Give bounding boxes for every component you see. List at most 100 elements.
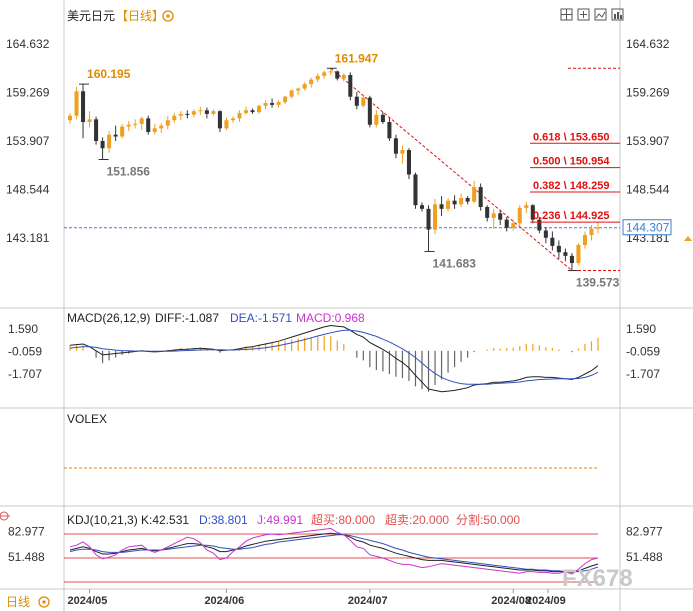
candle xyxy=(472,180,477,204)
candle xyxy=(172,112,177,123)
candle xyxy=(126,121,131,132)
candle xyxy=(452,195,457,209)
candle xyxy=(100,137,105,160)
macd-panel: 1.590 1.590 -0.059 -0.059 -1.707 -1.707 xyxy=(8,322,660,393)
footer-tab-label[interactable]: 日线 xyxy=(6,595,30,609)
candle xyxy=(296,87,301,95)
candle xyxy=(243,106,249,115)
candle xyxy=(328,68,333,76)
fib-label: 0.500 \ 150.954 xyxy=(533,156,610,168)
y-tick-left: 159.269 xyxy=(6,85,50,99)
gear-icon[interactable] xyxy=(162,10,174,22)
candle xyxy=(459,193,464,208)
symbol-title: 美元日元 xyxy=(67,9,115,23)
candle xyxy=(67,112,73,124)
candle xyxy=(191,109,196,118)
candle xyxy=(524,201,529,214)
candle xyxy=(283,95,288,104)
candle xyxy=(491,208,496,229)
candle xyxy=(159,122,164,133)
candle xyxy=(224,117,229,131)
candle xyxy=(354,92,359,110)
chart-icon[interactable] xyxy=(611,8,624,21)
macd-y-tick-right: -1.707 xyxy=(626,367,660,381)
macd-diff-label: DIFF:-1.087 xyxy=(155,311,219,325)
candle xyxy=(595,222,601,234)
candle xyxy=(94,116,99,145)
macd-title: MACD(26,12,9) xyxy=(67,311,150,325)
x-tick-label: 2024/06 xyxy=(204,595,244,607)
candle xyxy=(406,148,411,179)
candle xyxy=(107,131,112,153)
candle xyxy=(113,125,118,142)
extreme-label: 161.947 xyxy=(335,51,379,65)
extreme-label: 139.573 xyxy=(576,276,620,290)
kdj-k-line xyxy=(69,532,599,573)
macd-y-tick-right: -0.059 xyxy=(626,345,660,359)
candle xyxy=(230,116,235,123)
candle xyxy=(576,243,581,265)
kdj-legend: KDJ(10,21,3) K:42.531 D:38.801 J:49.991 … xyxy=(67,512,520,527)
gear-icon[interactable] xyxy=(38,596,50,608)
candle xyxy=(393,134,398,159)
candle xyxy=(530,204,535,224)
candle xyxy=(478,183,483,211)
candle xyxy=(485,205,490,222)
candle xyxy=(367,95,372,128)
x-tick-label: 2024/08 xyxy=(491,595,531,607)
candle xyxy=(257,104,262,114)
image-icon[interactable] xyxy=(594,8,607,21)
y-tick-left: 148.544 xyxy=(6,182,50,196)
candle xyxy=(120,123,125,139)
candle xyxy=(165,115,170,130)
fibonacci-levels: 0.618 \ 153.650 0.500 \ 150.954 0.382 \ 14… xyxy=(530,131,620,223)
candle xyxy=(380,112,385,124)
footer-tab[interactable]: 日线 xyxy=(6,595,50,609)
kdj-j-label: J:49.991 xyxy=(257,513,303,527)
candle xyxy=(446,197,451,212)
candle xyxy=(537,216,542,234)
fib-label: 0.236 \ 144.925 xyxy=(533,210,609,222)
candle xyxy=(582,231,587,249)
candle xyxy=(361,95,366,108)
candle xyxy=(74,86,79,120)
fib-label: 0.382 \ 148.259 xyxy=(533,180,609,192)
macd-y-tick-left: 1.590 xyxy=(8,322,38,336)
y-tick-right: 164.632 xyxy=(626,37,670,51)
grid-icon[interactable] xyxy=(560,8,573,21)
toolbar xyxy=(560,8,624,21)
candle xyxy=(556,240,561,259)
volex-title: VOLEX xyxy=(67,412,107,426)
period-label[interactable]: 【日线】 xyxy=(116,9,164,23)
crosshair-icon[interactable] xyxy=(577,8,590,21)
watermark-text: FX678 xyxy=(562,565,633,592)
macd-value-label: MACD:0.968 xyxy=(296,311,365,325)
candle xyxy=(315,73,320,83)
candle xyxy=(217,110,222,132)
price-axis-left: 164.632 159.269 153.907 148.544 143.181 xyxy=(6,37,50,245)
price-annotations: 160.195 151.856 161.947 141.683 139.573 xyxy=(79,51,620,290)
last-price-label: 144.307 xyxy=(626,221,670,235)
candle xyxy=(211,109,216,116)
y-tick-left: 164.632 xyxy=(6,37,50,51)
kdj-oversold-label: 超卖:20.000 xyxy=(385,512,449,527)
candlestick-panel xyxy=(64,67,620,272)
x-tick-label: 2024/07 xyxy=(348,595,388,607)
candle xyxy=(563,248,568,262)
candle xyxy=(517,205,522,227)
candle xyxy=(511,219,516,231)
y-tick-right: 148.544 xyxy=(626,182,670,196)
candle xyxy=(322,70,327,79)
candle xyxy=(341,73,346,82)
kdj-split-label: 分割:50.000 xyxy=(456,512,520,527)
candle xyxy=(152,123,157,135)
candle xyxy=(289,89,294,99)
candle xyxy=(133,119,138,129)
candle xyxy=(178,111,183,121)
candle xyxy=(433,198,438,235)
candle xyxy=(465,196,470,205)
candle xyxy=(504,216,509,232)
extreme-label: 151.856 xyxy=(107,164,151,178)
